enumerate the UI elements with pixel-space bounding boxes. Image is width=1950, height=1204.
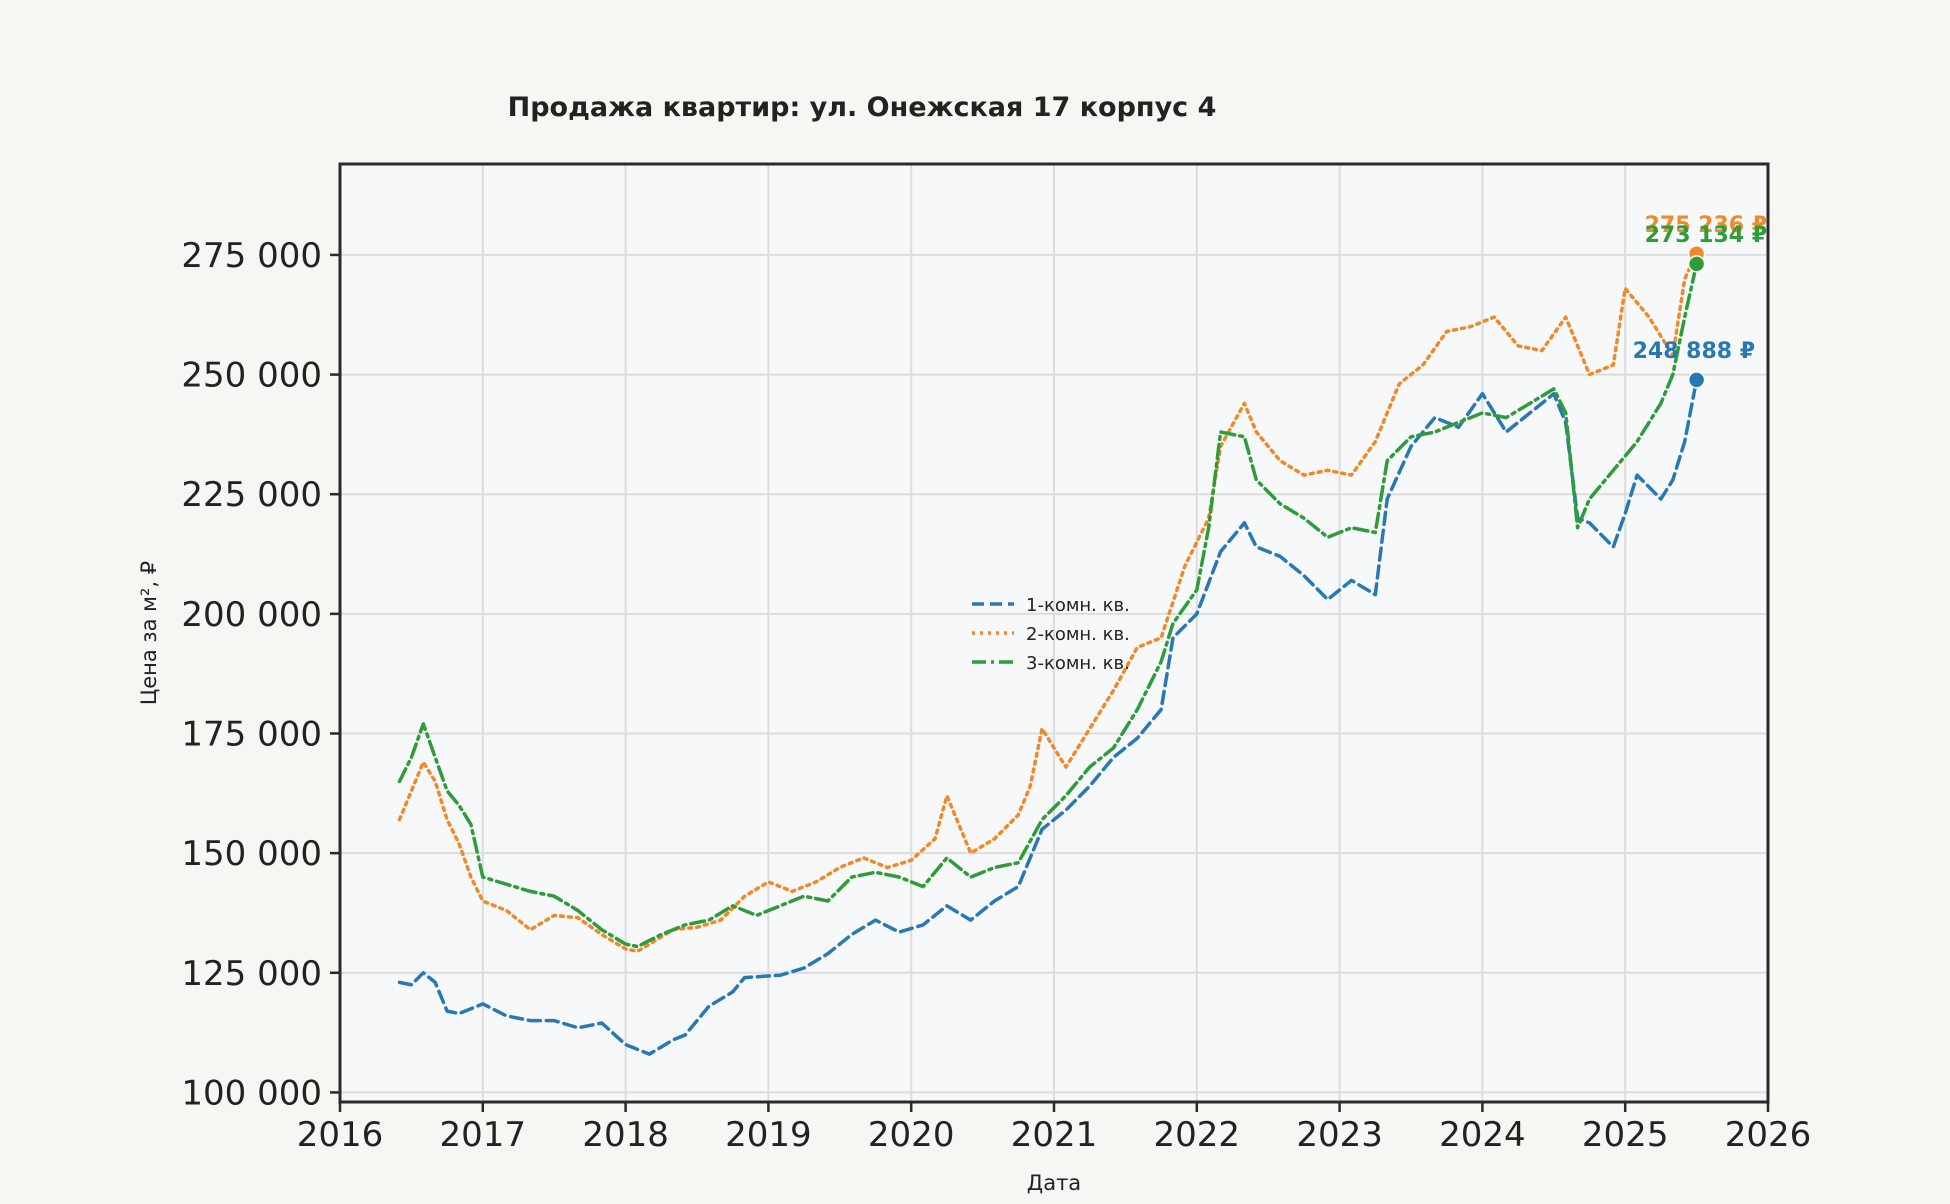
legend: 1-комн. кв. 2-комн. кв. 3-комн. кв. [972, 595, 1130, 674]
y-tick-label: 125 000 [181, 954, 322, 994]
y-axis: 100 000 125 000 150 000 175 000 200 000 225 0… [181, 236, 340, 1113]
endpoint-value-label: 273 134 ₽ [1645, 223, 1767, 248]
endpoint-value-label: 248 888 ₽ [1633, 339, 1755, 364]
x-tick-label: 2024 [1439, 1115, 1526, 1155]
y-tick-label: 150 000 [181, 834, 322, 874]
series-layer [397, 252, 1699, 1056]
grid [339, 164, 1769, 1102]
y-axis-label: Цена за м², ₽ [137, 561, 161, 705]
series-line [397, 262, 1699, 949]
y-tick-label: 100 000 [181, 1073, 322, 1113]
y-tick-label: 175 000 [181, 715, 322, 755]
y-tick-label: 250 000 [181, 356, 322, 396]
legend-entry: 1-комн. кв. [1026, 595, 1130, 616]
y-tick-label: 200 000 [181, 595, 322, 635]
endpoint-markers: 248 888 ₽ 275 236 ₽273 134 ₽ [1633, 213, 1767, 389]
y-tick-label: 225 000 [181, 475, 322, 515]
series-line [397, 252, 1699, 954]
series-line [397, 378, 1699, 1056]
x-tick-label: 2016 [297, 1115, 384, 1155]
x-tick-label: 2025 [1582, 1115, 1669, 1155]
x-axis: 2016 2017 2018 2019 2020 2021 2022 2023 2024 2025… [297, 1102, 1812, 1155]
endpoint-value-label: 275 236 ₽ [1645, 213, 1767, 238]
x-tick-label: 2021 [1011, 1115, 1098, 1155]
x-tick-label: 2017 [440, 1115, 527, 1155]
y-tick-label: 275 000 [181, 236, 322, 276]
x-tick-label: 2023 [1296, 1115, 1383, 1155]
x-tick-label: 2020 [868, 1115, 955, 1155]
endpoint-marker [1687, 371, 1706, 389]
x-axis-label: Дата [1027, 1171, 1081, 1195]
x-tick-label: 2018 [582, 1115, 669, 1155]
x-tick-label: 2019 [725, 1115, 812, 1155]
x-tick-label: 2022 [1154, 1115, 1241, 1155]
endpoint-marker [1687, 255, 1706, 273]
chart-title: Продажа квартир: ул. Онежская 17 корпус … [508, 92, 1217, 123]
legend-entry: 3-комн. кв. [1026, 653, 1130, 674]
x-tick-label: 2026 [1725, 1115, 1812, 1155]
legend-entry: 2-комн. кв. [1026, 624, 1130, 645]
